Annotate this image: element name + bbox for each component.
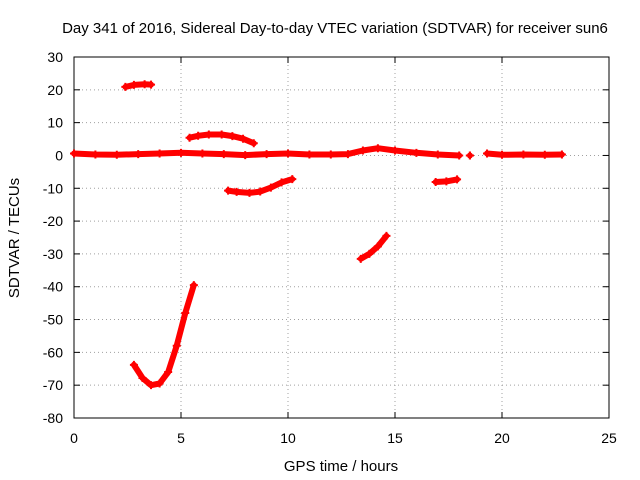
data-point [412, 148, 421, 157]
data-point [181, 308, 190, 317]
data-point [232, 187, 241, 196]
data-point [262, 150, 271, 159]
data-point [219, 150, 228, 159]
data-point [540, 150, 549, 159]
series-arc-minus30 [356, 231, 391, 263]
data-point [155, 379, 164, 388]
y-tick-label: -10 [43, 180, 63, 196]
data-point [129, 80, 138, 89]
chart-title: Day 341 of 2016, Sidereal Day-to-day VTE… [62, 20, 608, 37]
data-point [91, 150, 100, 159]
data-point [431, 178, 440, 187]
data-point [70, 149, 78, 158]
data-point [147, 381, 156, 390]
data-point [185, 133, 194, 142]
series-baseline [70, 144, 464, 160]
data-point [245, 188, 254, 197]
series-line [130, 282, 197, 389]
series-isolated-point [465, 151, 474, 160]
grid-lines [74, 57, 609, 418]
data-point [204, 130, 213, 139]
data-point [433, 150, 442, 159]
data-point [356, 254, 365, 263]
data-point [498, 150, 506, 159]
series-arc-20 [121, 80, 156, 91]
y-tick-label: 20 [47, 82, 63, 98]
y-tick-label: 30 [47, 49, 63, 65]
data-point [241, 151, 250, 160]
data-point [442, 177, 451, 186]
data-point [455, 151, 464, 160]
y-tick-label: -40 [43, 279, 63, 295]
data-point [358, 146, 367, 155]
y-tick-label: -80 [43, 410, 63, 426]
data-point [224, 186, 233, 195]
data-point [256, 187, 265, 196]
axis-ticks: 0 5 10 15 20 25 -80 -70 -60 -50 -40 -30 -20 -10 0 10 20 3… [43, 49, 617, 446]
data-point [134, 150, 143, 159]
x-tick-label: 0 [70, 430, 78, 446]
data-point [138, 373, 147, 382]
data-point [277, 178, 286, 187]
data-series [70, 80, 566, 390]
data-point [112, 150, 121, 159]
y-tick-label: -60 [43, 344, 63, 360]
y-axis-label: SDTVAR / TECUs [6, 178, 23, 298]
y-tick-label: -50 [43, 312, 63, 328]
data-point [198, 149, 207, 158]
data-point [453, 175, 462, 184]
data-point [557, 150, 566, 159]
data-point [305, 150, 314, 159]
data-point [483, 149, 492, 158]
data-point [465, 151, 474, 160]
data-point [391, 146, 399, 155]
series-arc-minus10 [224, 175, 297, 197]
data-point [164, 368, 173, 377]
data-point [239, 134, 248, 143]
plot-frame [73, 56, 610, 419]
data-point [326, 150, 335, 159]
series-arc-5 [185, 130, 258, 148]
x-axis-label: GPS time / hours [284, 458, 398, 475]
data-point [217, 130, 226, 139]
data-point [284, 149, 292, 158]
data-point [194, 131, 203, 140]
y-tick-label: 10 [47, 115, 63, 131]
data-point [382, 231, 391, 240]
data-point [189, 281, 198, 290]
data-point [373, 144, 382, 153]
series-arc-minus8 [431, 175, 462, 187]
data-point [121, 82, 130, 91]
data-point [519, 150, 528, 159]
data-point [249, 139, 258, 148]
data-point [365, 249, 374, 258]
x-tick-label: 15 [387, 430, 403, 446]
data-point [172, 341, 181, 350]
y-tick-label: -30 [43, 246, 63, 262]
y-tick-label: -20 [43, 213, 63, 229]
series-line [357, 232, 390, 262]
x-tick-label: 10 [280, 430, 296, 446]
series-baseline-tail [483, 149, 566, 159]
x-tick-label: 5 [177, 430, 185, 446]
data-point [288, 175, 297, 184]
x-tick-label: 20 [494, 430, 510, 446]
data-point [177, 148, 185, 157]
data-point [129, 360, 138, 369]
data-point [155, 149, 164, 158]
data-point [147, 80, 156, 89]
x-tick-label: 25 [601, 430, 617, 446]
data-point [266, 183, 275, 192]
data-point [343, 150, 352, 159]
y-tick-label: -70 [43, 377, 63, 393]
data-point [373, 242, 382, 251]
data-point [228, 132, 237, 141]
series-arc-minus70 [129, 281, 198, 390]
y-tick-label: 0 [55, 147, 63, 163]
